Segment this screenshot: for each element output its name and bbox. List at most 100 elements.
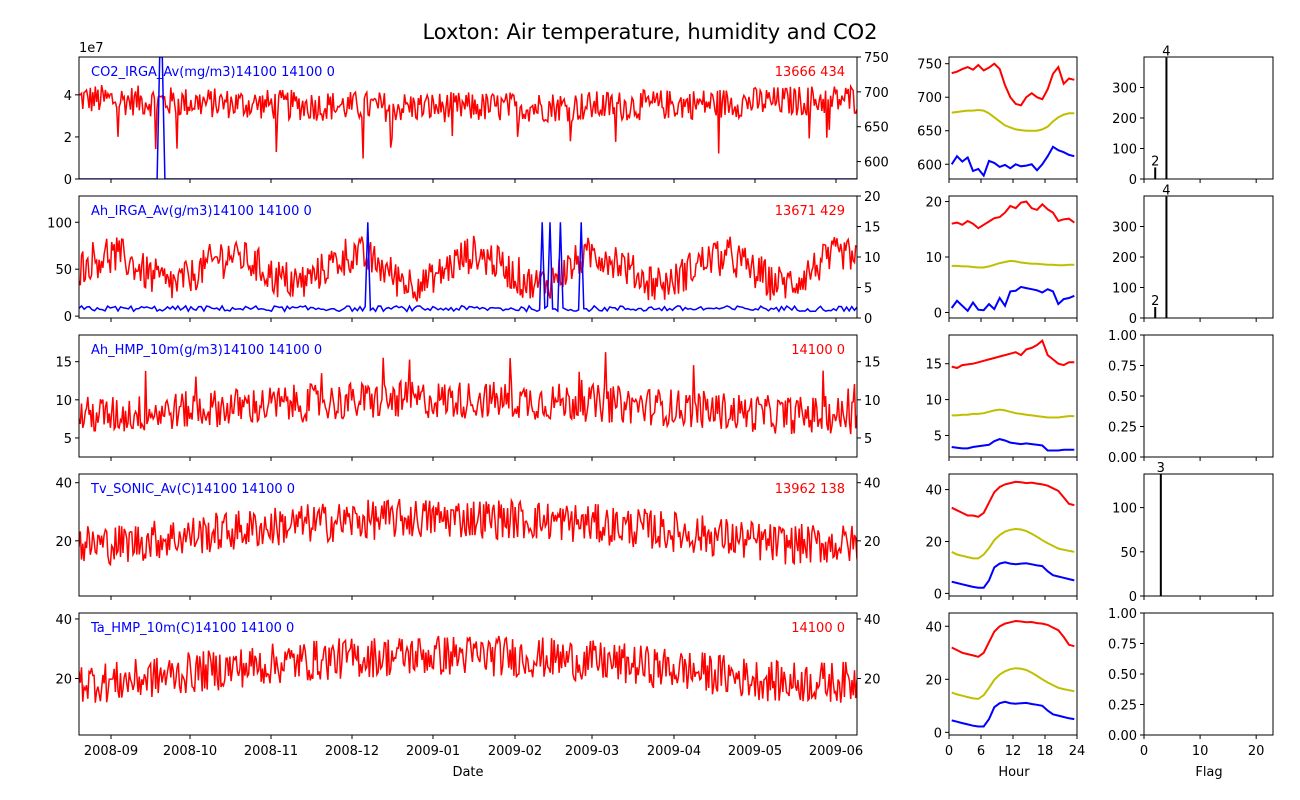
ts-panel-1-ytick-label: 4 — [64, 89, 72, 104]
ts-panel-2-series-red — [79, 235, 857, 302]
x-tick-label-date: 2008-10 — [163, 744, 217, 759]
x-tick-label-date: 2008-11 — [244, 744, 298, 759]
ts-panel-4-series-name: Tv_SONIC_Av(C)14100 14100 0 — [90, 482, 295, 497]
ts-panel-2-ytick-label-right: 0 — [864, 312, 872, 327]
ts-panel-2-ytick-label: 0 — [64, 310, 72, 325]
ts-panel-1-ytick-label: 0 — [64, 173, 72, 188]
flag-panel-3-ytick-label: 1.00 — [1108, 329, 1137, 344]
ts-panel-1-exponent: 1e7 — [79, 41, 104, 56]
x-tick-label-date: 2009-04 — [647, 744, 701, 759]
ts-panel-2-ytick-label-right: 15 — [864, 221, 881, 236]
diurnal-panel-2-frame — [948, 195, 1078, 319]
ts-panel-2-series-name: Ah_IRGA_Av(g/m3)14100 14100 0 — [91, 204, 312, 219]
ts-panel-1-frame — [78, 56, 858, 180]
flag-panel-3-ytick-label: 0.50 — [1108, 390, 1137, 405]
flag-panel-2-bar-label: 2 — [1151, 294, 1159, 309]
ts-panel-3-ytick-label-right: 15 — [864, 356, 881, 371]
flag-panel-1-bar-label: 4 — [1162, 45, 1170, 60]
ts-panel-5-series-red — [79, 635, 857, 703]
ts-panel-3-ytick-label-right: 10 — [864, 394, 881, 409]
diurnal-panel-1-min-line — [950, 145, 1075, 178]
x-tick-label-date: 2009-01 — [406, 744, 460, 759]
ts-panel-5-ytick-label: 40 — [55, 613, 72, 628]
ts-panel-5-series-group — [79, 635, 857, 703]
diurnal-panel-2-ytick-label: 0 — [934, 306, 942, 321]
flag-panel-2-frame — [1143, 195, 1274, 319]
ts-panel-4-series-red — [79, 497, 857, 567]
diurnal-panel-4-ytick-label: 40 — [925, 484, 942, 499]
ts-panel-1-ytick-label-right: 650 — [864, 121, 889, 136]
diurnal-panel-1-ytick-label: 600 — [917, 158, 942, 173]
flag-panel-1-ytick-label: 200 — [1112, 112, 1137, 127]
flag-panel-4-ytick-label: 100 — [1112, 502, 1137, 517]
diurnal-panel-2-ytick-label: 10 — [925, 251, 942, 266]
diurnal-panel-5-ytick-label: 20 — [925, 673, 942, 688]
ts-panel-4-ytick-label: 20 — [55, 535, 72, 550]
diurnal-panel-1-mean-line — [951, 108, 1075, 132]
ts-panel-3-ytick-label: 10 — [55, 394, 72, 409]
x-tick-label-date: 2008-12 — [325, 744, 379, 759]
x-axis-label-date: Date — [452, 765, 483, 780]
x-tick-label-hour: 12 — [1005, 744, 1022, 759]
flag-panel-1-ytick-label: 0 — [1129, 173, 1137, 188]
ts-panel-3-ytick-label: 15 — [55, 356, 72, 371]
flag-panel-1-bar-label: 2 — [1151, 154, 1159, 169]
x-tick-label-date: 2009-06 — [809, 744, 863, 759]
flag-panel-1-ytick-label: 100 — [1112, 143, 1137, 158]
diurnal-panel-5-ytick-label: 0 — [934, 726, 942, 741]
ts-panel-1-stats: 13666 434 — [775, 65, 845, 80]
x-tick-label-flag: 0 — [1140, 744, 1148, 759]
diurnal-panel-4-mean-line — [951, 527, 1075, 560]
ts-panel-4-stats: 13962 138 — [775, 482, 845, 497]
ts-panel-4-ytick-label-right: 40 — [864, 477, 881, 492]
diurnal-panel-4-min-line — [951, 561, 1075, 589]
ts-panel-2-ytick-label-right: 10 — [864, 251, 881, 266]
ts-panel-2-series-blue — [79, 222, 857, 313]
flag-panel-3-ytick-label: 0.00 — [1108, 451, 1137, 466]
x-tick-label-date: 2008-09 — [84, 744, 138, 759]
x-tick-label-hour: 6 — [977, 744, 985, 759]
ts-panel-4-ytick-label: 40 — [55, 477, 72, 492]
flag-panel-3-ytick-label: 0.75 — [1108, 360, 1137, 375]
x-tick-label-flag: 20 — [1248, 744, 1265, 759]
x-tick-label-date: 2009-03 — [565, 744, 619, 759]
ts-panel-3-series-red — [79, 352, 857, 435]
ts-panel-1-series-group — [79, 57, 857, 179]
diurnal-panel-5-frame — [948, 612, 1078, 736]
ts-panel-2-series-group — [79, 222, 857, 313]
x-tick-label-hour: 0 — [945, 744, 953, 759]
ts-panel-5-frame — [78, 612, 858, 736]
ts-panel-1-series-name: CO2_IRGA_Av(mg/m3)14100 14100 0 — [91, 65, 335, 80]
ts-panel-5-ytick-label-right: 40 — [864, 613, 881, 628]
diurnal-panel-1-ytick-label: 650 — [917, 125, 942, 140]
flag-panel-1-bar — [1154, 167, 1157, 179]
ts-panel-2-ytick-label: 50 — [55, 263, 72, 278]
diurnal-panel-3-mean-line — [951, 408, 1075, 419]
ts-panel-1-ytick-label: 2 — [64, 131, 72, 146]
flag-panel-2-ytick-label: 0 — [1129, 312, 1137, 327]
ts-panel-2-stats: 13671 429 — [775, 204, 845, 219]
flag-panel-2-bar — [1154, 307, 1157, 318]
ts-panel-3-stats: 14100 0 — [791, 343, 845, 358]
diurnal-panel-4-ytick-label: 20 — [925, 535, 942, 550]
flag-panel-5-ytick-label: 0.75 — [1108, 638, 1137, 653]
flag-panel-4-bar — [1159, 474, 1162, 596]
diurnal-panel-1-ytick-label: 750 — [917, 58, 942, 73]
x-axis-label-hour: Hour — [998, 765, 1030, 780]
ts-panel-4-series-group — [79, 497, 857, 567]
ts-panel-5-ytick-label: 20 — [55, 672, 72, 687]
x-tick-label-flag: 10 — [1192, 744, 1209, 759]
x-axis-label-flag: Flag — [1195, 765, 1222, 780]
diurnal-panel-2-max-line — [951, 200, 1075, 230]
diurnal-panel-5-ytick-label: 40 — [925, 620, 942, 635]
diurnal-panel-3-ytick-label: 10 — [925, 394, 942, 409]
diurnal-panel-5-max-line — [951, 619, 1075, 658]
flag-panel-2-ytick-label: 100 — [1112, 282, 1137, 297]
diurnal-panel-4-frame — [948, 473, 1078, 597]
ts-panel-4-frame — [78, 473, 858, 597]
flag-panel-4-ytick-label: 50 — [1120, 546, 1137, 561]
x-tick-label-date: 2009-05 — [728, 744, 782, 759]
ts-panel-1-ytick-label-right: 700 — [864, 86, 889, 101]
ts-panel-5-series-name: Ta_HMP_10m(C)14100 14100 0 — [90, 621, 294, 636]
